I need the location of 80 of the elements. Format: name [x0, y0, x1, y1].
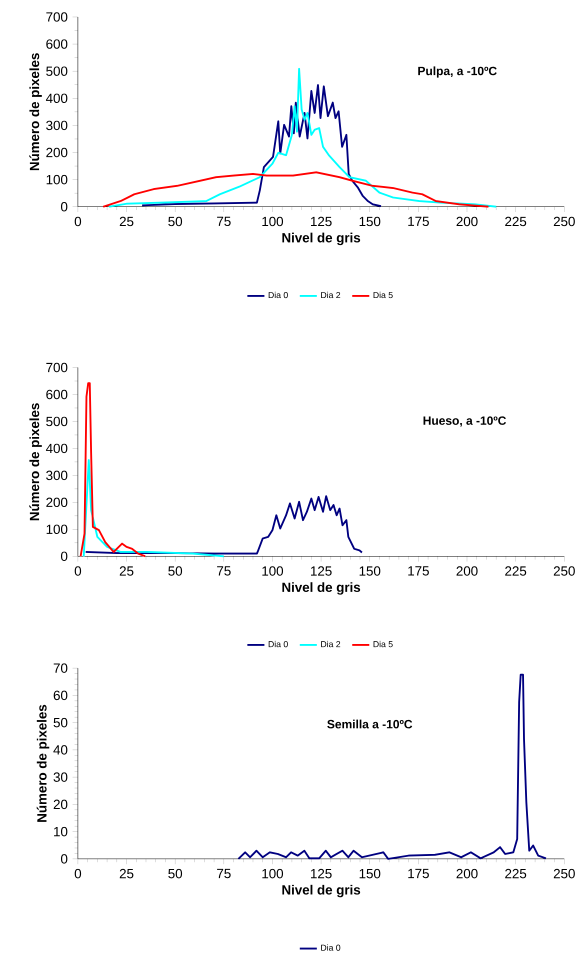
x-axis-title: Nivel de gris	[282, 884, 360, 898]
legend-label: Dia 0	[268, 292, 288, 298]
x-tick-label: 125	[310, 216, 332, 226]
line-series	[84, 495, 363, 555]
y-tick-label: 200	[46, 498, 68, 508]
line-series	[141, 84, 382, 208]
x-tick-label: 150	[360, 868, 380, 878]
x-tick-label: 125	[310, 868, 332, 878]
y-tick-label: 200	[46, 148, 68, 158]
x-tick-label: 150	[360, 216, 380, 226]
x-tick-label: 50	[168, 868, 182, 878]
y-tick-label: 700	[46, 362, 68, 372]
x-axis-title: Nivel de gris	[282, 582, 360, 595]
x-tick-label: 0	[74, 566, 81, 576]
x-tick-label: 250	[554, 868, 575, 878]
y-tick-label: 400	[46, 444, 68, 454]
y-axis-title: Número de pixeles	[29, 53, 42, 170]
line-series	[237, 674, 547, 860]
line-series	[82, 459, 225, 558]
y-tick-label: 600	[46, 39, 68, 49]
y-tick-label: 0	[60, 854, 68, 864]
y-tick-label: 30	[53, 772, 68, 782]
y-tick-label: 700	[46, 12, 68, 22]
y-tick-label: 400	[46, 94, 68, 104]
x-tick-label: 200	[456, 868, 478, 878]
line-series	[108, 68, 498, 208]
x-tick-label: 200	[456, 216, 478, 226]
x-tick-label: 250	[554, 216, 575, 226]
legend-label: Dia 2	[321, 292, 340, 298]
x-tick-label: 100	[262, 566, 283, 576]
x-tick-label: 175	[408, 566, 429, 576]
y-tick-label: 500	[46, 416, 68, 426]
line-series	[102, 171, 490, 208]
y-tick-label: 100	[46, 174, 68, 184]
y-tick-label: 60	[54, 690, 68, 700]
y-tick-label: 70	[54, 663, 68, 673]
x-tick-label: 250	[554, 566, 575, 576]
y-tick-label: 0	[60, 552, 68, 561]
y-tick-label: 0	[60, 202, 68, 212]
y-tick-label: 20	[54, 800, 68, 810]
x-tick-label: 225	[505, 868, 526, 878]
x-tick-label: 25	[120, 868, 134, 878]
y-tick-label: 500	[46, 66, 68, 76]
y-tick-label: 40	[53, 745, 68, 755]
x-tick-label: 50	[168, 566, 182, 576]
y-axis-title: Número de pixeles	[29, 403, 42, 520]
text: Pulpa, a -10ºC	[418, 66, 497, 78]
x-tick-label: 50	[168, 216, 182, 226]
legend-label: Dia 5	[373, 292, 393, 298]
y-tick-label: 10	[54, 826, 68, 836]
legend-label: Dia 0	[268, 640, 288, 648]
line-series	[80, 382, 146, 558]
legend-label: Dia 2	[321, 640, 340, 648]
y-tick-label: 600	[46, 390, 68, 400]
x-tick-label: 225	[505, 216, 526, 226]
x-tick-label: 100	[262, 216, 283, 226]
x-tick-label: 75	[216, 216, 231, 226]
text: Semilla a -10ºC	[327, 720, 412, 728]
x-tick-label: 25	[120, 566, 134, 576]
x-tick-label: 175	[408, 868, 429, 878]
x-tick-label: 175	[408, 216, 429, 226]
y-tick-label: 100	[46, 524, 68, 534]
x-tick-label: 225	[505, 566, 526, 576]
text: Hueso, a -10ºC	[423, 416, 506, 427]
y-tick-label: 300	[46, 470, 68, 480]
x-tick-label: 0	[74, 216, 81, 226]
x-tick-label: 0	[74, 868, 81, 878]
legend-label: Dia 0	[321, 944, 340, 951]
x-tick-label: 100	[262, 868, 283, 878]
legend-label: Dia 5	[373, 640, 393, 648]
x-tick-label: 125	[310, 566, 332, 576]
x-tick-label: 75	[216, 868, 231, 878]
x-axis-title: Nivel de gris	[282, 232, 360, 246]
y-tick-label: 50	[53, 718, 68, 728]
y-tick-label: 300	[46, 120, 68, 130]
x-tick-label: 75	[216, 566, 231, 576]
x-tick-label: 200	[456, 566, 478, 576]
x-tick-label: 25	[120, 216, 134, 226]
y-axis-title: Número de pixeles	[36, 704, 50, 822]
x-tick-label: 150	[360, 566, 380, 576]
